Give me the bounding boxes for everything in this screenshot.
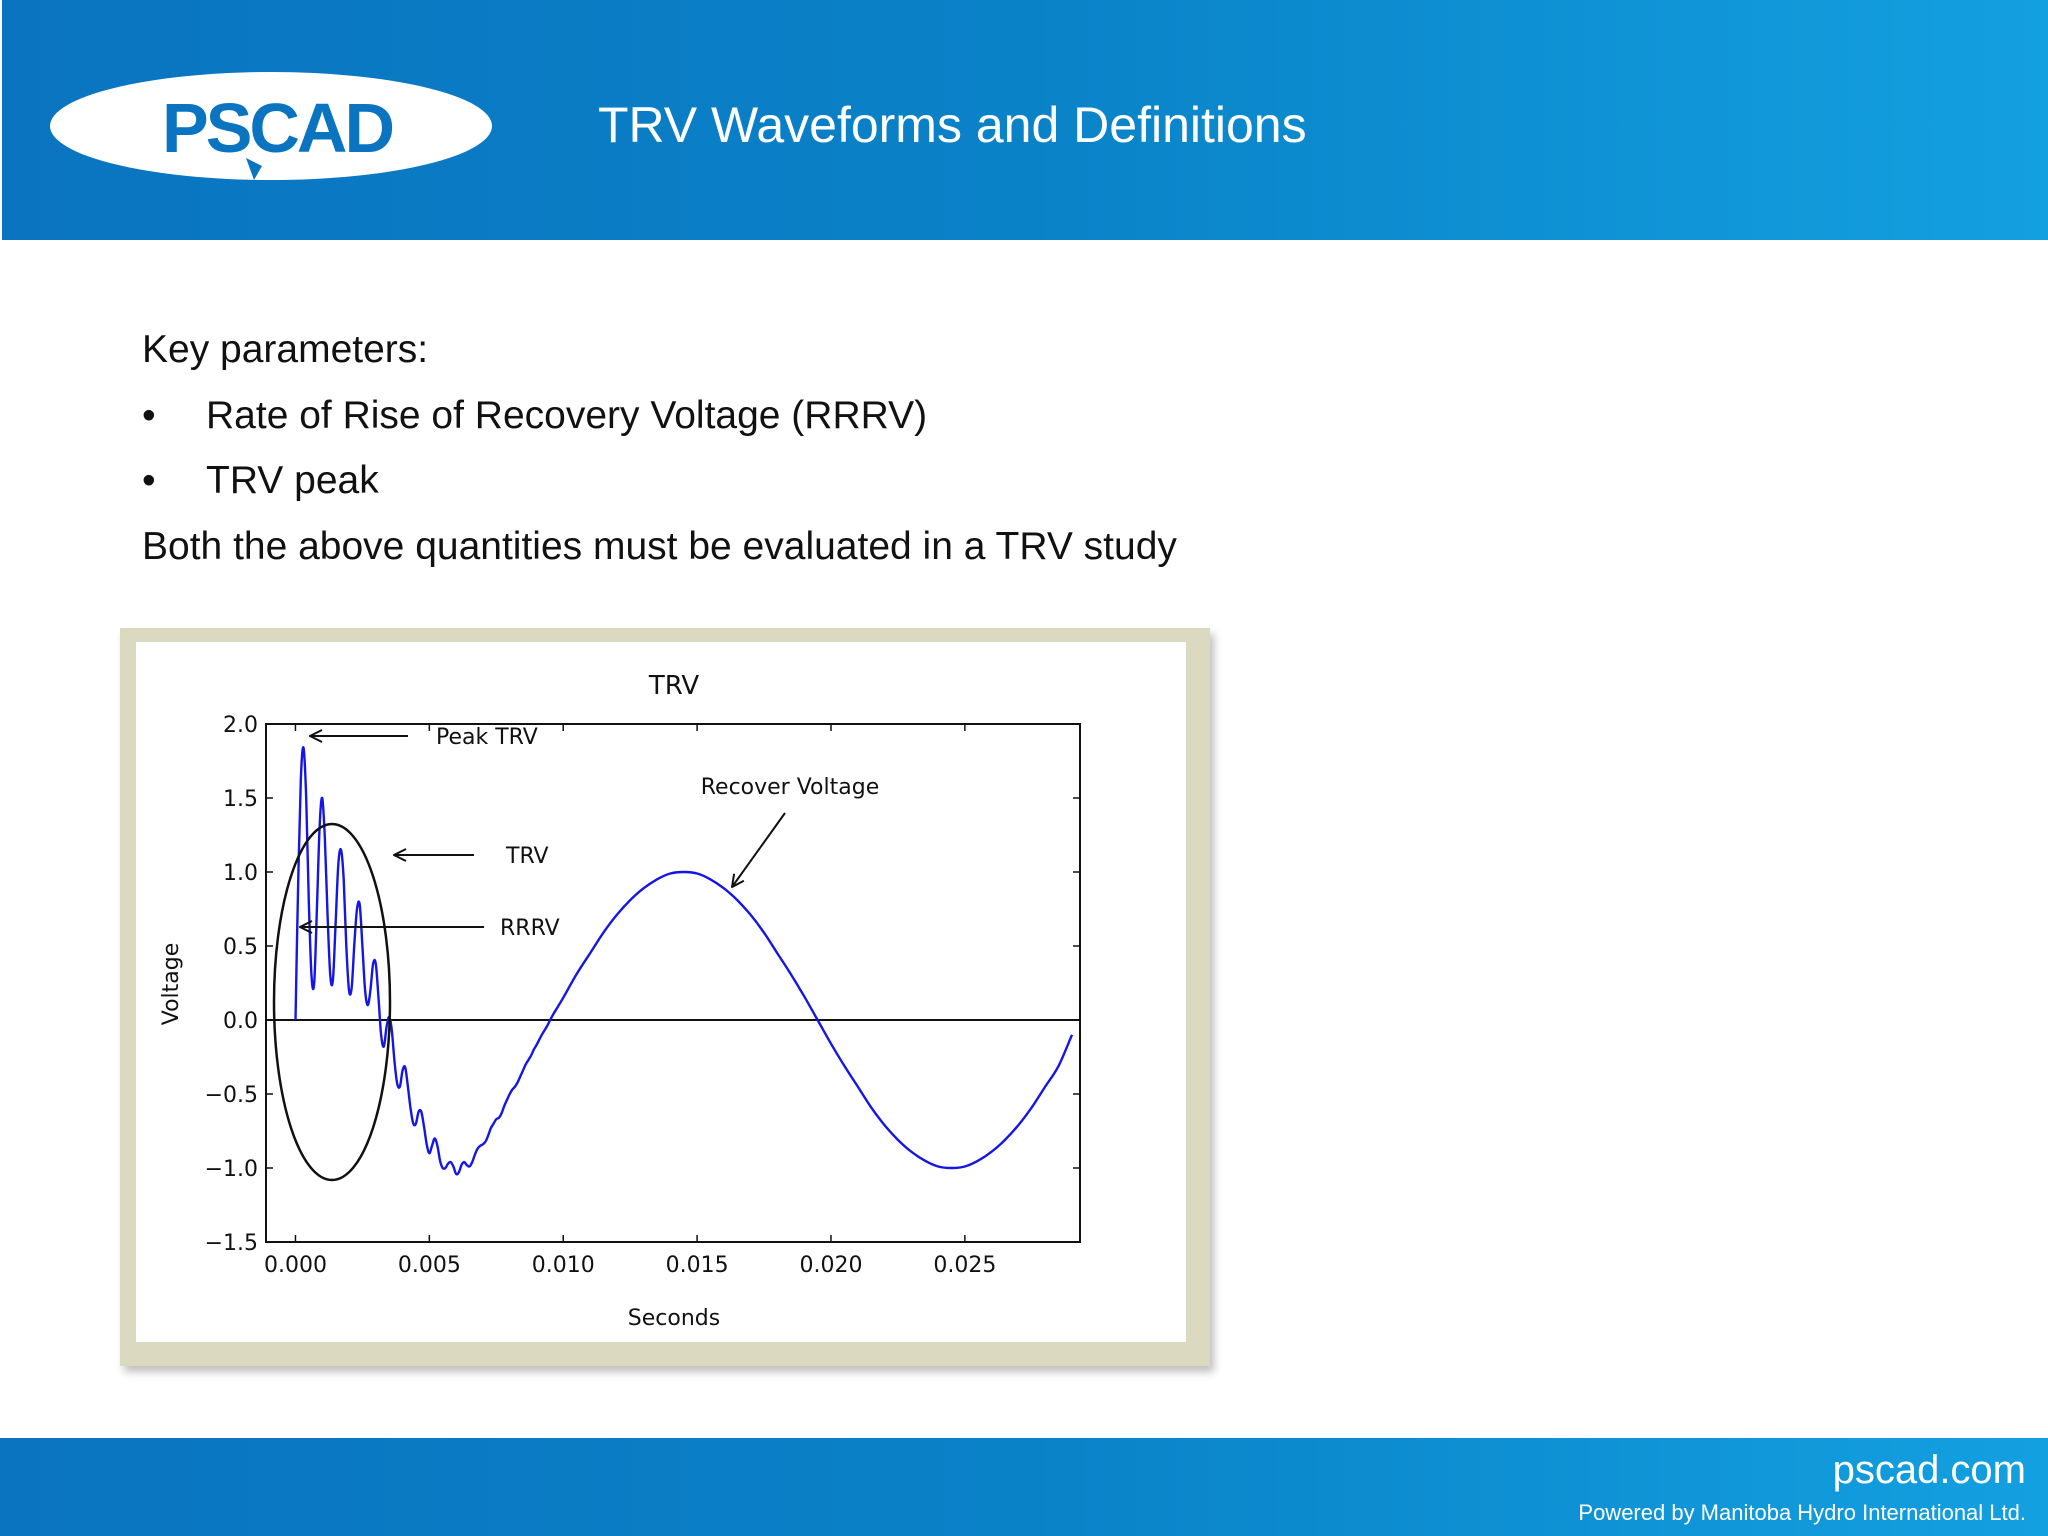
chart-frame: TRV 2.0 1.5 1.0 0.5 0.0 −0.5 −1.0 −1.5 0.000 0.0… bbox=[120, 628, 1210, 1366]
x-axis-ticks: 0.000 0.005 0.010 0.015 0.020 0.025 bbox=[264, 724, 996, 1278]
y-tick-label: −0.5 bbox=[205, 1083, 258, 1108]
voltage-waveform-line bbox=[294, 746, 1074, 1176]
slide-title: TRV Waveforms and Definitions bbox=[598, 97, 1307, 153]
slide-header: PSCAD TRV Waveforms and Definitions bbox=[2, 0, 2048, 240]
footer-site-link[interactable]: pscad.com bbox=[1832, 1448, 2026, 1492]
footer-powered-by: Powered by Manitoba Hydro International … bbox=[1578, 1500, 2026, 1525]
y-tick-label: 0.0 bbox=[223, 1009, 258, 1034]
peak-trv-annotation: Peak TRV bbox=[436, 725, 538, 750]
bullet-text-rrrv: Rate of Rise of Recovery Voltage (RRRV) bbox=[206, 394, 928, 437]
bullet-symbol: • bbox=[142, 394, 156, 437]
recover-voltage-annotation: Recover Voltage bbox=[701, 775, 880, 800]
bullet-symbol: • bbox=[142, 459, 156, 502]
x-tick-label: 0.020 bbox=[799, 1253, 862, 1278]
x-tick-label: 0.025 bbox=[933, 1253, 996, 1278]
x-tick-label: 0.015 bbox=[666, 1253, 729, 1278]
y-tick-label: 1.5 bbox=[223, 787, 258, 812]
conclusion-text: Both the above quantities must be evalua… bbox=[142, 525, 1177, 568]
pscad-logo: PSCAD bbox=[50, 72, 492, 180]
trv-annotation: TRV bbox=[505, 844, 549, 869]
bullet-item-trv-peak: • TRV peak bbox=[142, 461, 1042, 505]
y-tick-label: 2.0 bbox=[223, 713, 258, 738]
slide-footer: pscad.com Powered by Manitoba Hydro Inte… bbox=[0, 1438, 2048, 1536]
bullet-item-rrrv: • Rate of Rise of Recovery Voltage (RRRV… bbox=[142, 396, 1042, 440]
recover-voltage-arrow bbox=[732, 812, 786, 887]
chart-title: TRV bbox=[648, 671, 700, 701]
x-tick-label: 0.005 bbox=[398, 1253, 461, 1278]
trv-chart: TRV 2.01.51.00.50.0−0.5−1.0−1.5 0.000 0.0… bbox=[159, 671, 1081, 1331]
x-tick-label: 0.000 bbox=[264, 1253, 327, 1278]
x-tick-label: 0.010 bbox=[532, 1253, 595, 1278]
x-axis-label: Seconds bbox=[628, 1306, 720, 1331]
key-parameters-heading: Key parameters: bbox=[142, 328, 429, 371]
y-tick-label: 0.5 bbox=[223, 935, 258, 960]
y-tick-label: −1.0 bbox=[205, 1157, 258, 1182]
y-tick-label: −1.5 bbox=[205, 1231, 258, 1256]
y-axis-label: Voltage bbox=[159, 943, 184, 1026]
bullet-text-trv-peak: TRV peak bbox=[206, 459, 379, 502]
pscad-logo-text: PSCAD bbox=[162, 89, 392, 167]
chart-panel: TRV 2.0 1.5 1.0 0.5 0.0 −0.5 −1.0 −1.5 0.000 0.0… bbox=[136, 642, 1186, 1342]
y-tick-label: 1.0 bbox=[223, 861, 258, 886]
rrrv-annotation: RRRV bbox=[500, 916, 560, 941]
plot-frame bbox=[265, 723, 1081, 1243]
trv-highlight-ellipse bbox=[272, 822, 392, 1182]
y-axis-ticks: 2.0 1.5 1.0 0.5 0.0 −0.5 −1.0 −1.5 bbox=[205, 713, 1080, 1256]
